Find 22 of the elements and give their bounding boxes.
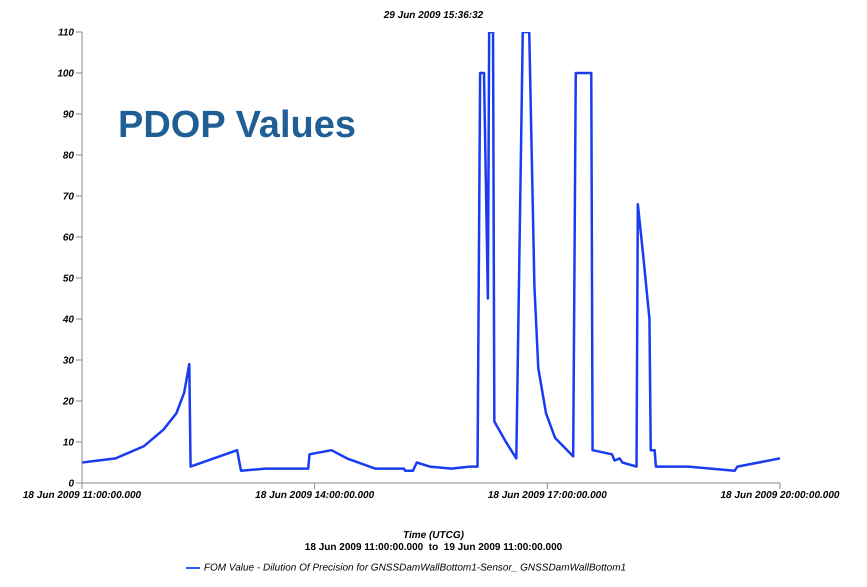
x-tick-label: 18 Jun 2009 14:00:00.000 xyxy=(255,490,375,502)
y-tick-label: 10 xyxy=(62,438,74,449)
y-tick-label: 0 xyxy=(68,478,74,490)
x-tick-label: 18 Jun 2009 20:00:00.000 xyxy=(720,490,840,502)
y-tick-label: 50 xyxy=(62,274,74,285)
y-tick-label: 90 xyxy=(62,110,74,121)
y-tick-label: 40 xyxy=(62,314,74,326)
legend-label: FOM Value - Dilution Of Precision for GNSSDamWallBottom1-Sensor_ GNSSDamWallBottom1 xyxy=(204,562,626,574)
x-tick-label: 18 Jun 2009 17:00:00.000 xyxy=(488,490,608,502)
annotation: PDOP Values xyxy=(118,104,356,147)
y-tick-label: 20 xyxy=(62,396,74,408)
line-series xyxy=(82,32,780,472)
chart-title: 29 Jun 2009 15:36:32 xyxy=(382,10,484,21)
y-tick-label: 100 xyxy=(57,68,74,80)
y-tick-label: 60 xyxy=(62,232,74,244)
text: 18 Jun 2009 11:00:00.000 to 19 Jun 2009 11:00:00.000 xyxy=(304,542,564,553)
x-tick-label: 18 Jun 2009 11:00:00.000 xyxy=(22,490,142,502)
x-axis-title: Time (UTCG) xyxy=(402,530,465,541)
y-tick-label: 80 xyxy=(62,150,74,162)
y-tick-label: 110 xyxy=(58,28,74,39)
y-tick-label: 30 xyxy=(62,356,74,367)
y-tick-label: 70 xyxy=(62,192,74,203)
